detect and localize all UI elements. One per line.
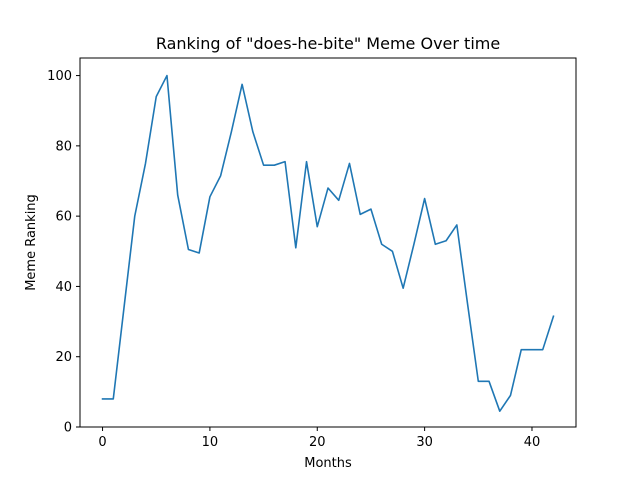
y-tick-label: 60 [55,210,72,225]
y-tick-label: 20 [55,350,72,365]
x-axis-label: Months [304,456,352,471]
x-tick-label: 0 [98,435,106,450]
x-tick-label: 30 [416,435,433,450]
y-tick-label: 80 [55,139,72,154]
y-axis-label: Meme Ranking [24,194,39,291]
y-tick-label: 100 [47,69,72,84]
axes-frame [79,57,577,428]
plot-area [101,74,555,412]
x-axis: 0 10 20 30 40 [98,427,540,450]
y-axis: 0 20 40 60 80 100 [47,69,80,436]
y-tick-label: 0 [64,421,72,436]
y-tick-label: 40 [55,280,72,295]
chart-title: Ranking of "does-he-bite" Meme Over time [156,34,500,53]
series-line [101,74,555,412]
x-tick-label: 10 [202,435,219,450]
x-tick-label: 40 [524,435,541,450]
x-tick-label: 20 [309,435,326,450]
